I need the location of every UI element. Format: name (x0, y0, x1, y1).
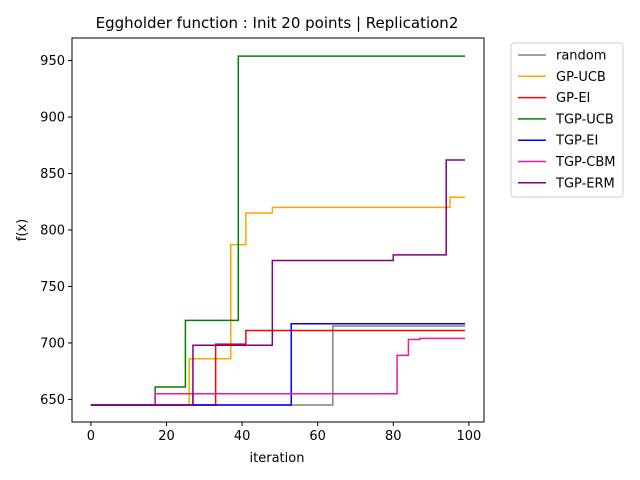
chart-title: Eggholder function : Init 20 points | Re… (96, 14, 459, 32)
x-tick-label: 60 (309, 429, 326, 444)
y-axis-title: f(x) (15, 219, 30, 241)
legend-box (510, 42, 624, 198)
series-line-gp-ucb (90, 196, 466, 406)
x-tick-label: 80 (385, 429, 402, 444)
y-tick-label: 900 (40, 111, 65, 126)
legend-label-tgp-ei: TGP-EI (555, 134, 598, 149)
legend-label-tgp-cbm: TGP-CBM (555, 155, 615, 170)
legend-label-random: random (556, 49, 606, 64)
y-tick-label: 650 (40, 393, 65, 408)
y-tick-label: 750 (40, 280, 65, 295)
x-tick-label: 100 (456, 429, 481, 444)
legend: random GP-UCB GP-EI TGP-UCB TGP-EI TGP-CBM TGP… (510, 42, 624, 198)
legend-label-gp-ucb: GP-UCB (556, 70, 606, 85)
series-line-tgp-cbm (90, 337, 466, 406)
y-tick-label: 850 (40, 167, 65, 182)
y-tick-label: 950 (40, 54, 65, 69)
legend-label-gp-ei: GP-EI (556, 91, 590, 106)
y-tick-label: 800 (40, 224, 65, 239)
legend-label-tgp-erm: TGP-ERM (555, 176, 615, 191)
y-axis-ticks: 650 700 750 800 850 900 950 (40, 54, 72, 408)
x-tick-label: 20 (158, 429, 175, 444)
legend-label-tgp-ucb: TGP-UCB (555, 112, 614, 127)
x-tick-label: 40 (234, 429, 251, 444)
y-tick-label: 700 (40, 336, 65, 351)
series-line-tgp-ei (90, 322, 466, 406)
x-axis-title: iteration (250, 451, 305, 466)
series-line-tgp-erm (90, 159, 466, 406)
x-tick-label: 0 (87, 429, 95, 444)
plot-lines (90, 55, 466, 406)
plot-area-frame (71, 37, 485, 423)
x-axis-ticks: 0 20 40 60 80 100 (87, 422, 481, 444)
